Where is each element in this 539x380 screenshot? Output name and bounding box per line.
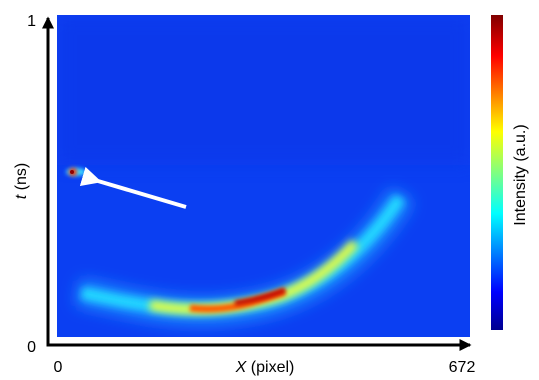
x-axis-label: X (pixel) (235, 359, 295, 376)
annotation-arrow (79, 166, 187, 209)
y-axis-variable: t (13, 194, 30, 199)
y-axis-label: t (ns) (13, 163, 30, 199)
x-axis-unit: (pixel) (251, 359, 295, 376)
colorbar (491, 15, 503, 330)
x-tick-label: 672 (449, 359, 476, 376)
colorbar-label: Intensity (a.u.) (512, 124, 529, 225)
y-tick-label: 1 (27, 13, 36, 30)
y-axis-unit: (ns) (13, 163, 30, 191)
x-axis-variable: X (235, 359, 248, 376)
x-tick-label: 0 (54, 359, 63, 376)
streak-image (57, 15, 470, 337)
y-tick-label: 0 (27, 339, 36, 356)
